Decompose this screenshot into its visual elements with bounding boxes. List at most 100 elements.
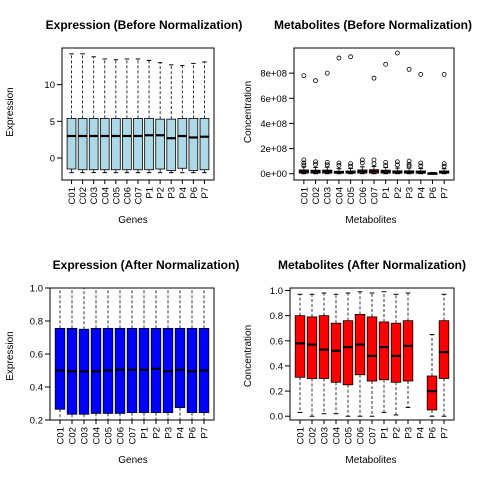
box — [438, 320, 450, 379]
x-tick-label: C02 — [68, 427, 79, 444]
y-tick-label: 8e+08 — [260, 69, 287, 80]
x-tick-label: C06 — [116, 427, 127, 444]
y-tick-label: 0.4 — [270, 361, 283, 372]
y-axis-label: Concentration — [243, 81, 254, 143]
outlier-point — [313, 161, 318, 167]
outlier-point — [441, 163, 447, 169]
y-tick-label: 0.8 — [30, 317, 43, 328]
x-tick-label: P3 — [404, 427, 415, 439]
x-tick-label: P2 — [152, 427, 163, 439]
y-tick-label: 1.0 — [30, 284, 43, 295]
y-tick-label: 0.0 — [270, 412, 283, 423]
outlier-point — [359, 160, 365, 166]
x-tick-label: P2 — [393, 187, 404, 199]
y-tick-label: 0.8 — [270, 311, 283, 322]
box — [114, 328, 126, 414]
x-axis-label: Metabolites — [345, 455, 396, 466]
plot-area: 0e+00 2e+08 4e+08 6e+08 8e+08 C01 C02 C03 C04 C05… — [260, 47, 455, 204]
outlier-point — [324, 159, 330, 165]
x-tick-label: C03 — [80, 427, 91, 444]
box — [133, 118, 143, 171]
y-axis-label: Expression — [5, 331, 16, 380]
x-tick-label: P1 — [140, 427, 151, 439]
x-tick-label: P1 — [145, 187, 156, 199]
x-tick-label: P7 — [200, 187, 211, 199]
x-tick-label: P2 — [156, 187, 167, 199]
box — [390, 322, 402, 383]
x-tick-label: C07 — [134, 187, 145, 204]
box — [188, 118, 199, 171]
x-tick-label: C06 — [358, 187, 369, 204]
panel-metabolites-after: Metabolites (After Normalization) Metabo… — [243, 258, 466, 466]
x-tick-label: P7 — [440, 427, 451, 439]
x-tick-label: C05 — [111, 187, 122, 204]
box — [122, 118, 132, 171]
x-tick-label: C04 — [100, 187, 111, 204]
x-tick-label: C05 — [346, 187, 357, 204]
box — [174, 328, 186, 409]
plot-area: 0 5 10 C01 C02 C03 C04 C05 C06 C07 P1 P2 P3 P4 P6 P7 — [44, 47, 215, 204]
box — [306, 316, 318, 379]
x-tick-label: P3 — [167, 187, 178, 199]
outlier-point — [383, 163, 389, 168]
chart-title: Expression (After Normalization) — [53, 258, 240, 272]
outlier-point — [301, 160, 307, 166]
y-tick-label: 4e+08 — [260, 119, 287, 130]
panel-expression-before: Expression (Before Normalization) Genes … — [5, 18, 242, 226]
y-axis-label: Concentration — [243, 325, 254, 387]
box — [199, 118, 210, 171]
outlier-point — [406, 158, 412, 164]
x-tick-label: C02 — [308, 427, 319, 444]
y-tick-label: 0.4 — [30, 383, 43, 394]
outlier-point — [441, 161, 447, 167]
outlier-point — [301, 163, 307, 168]
x-tick-label: P4 — [178, 187, 189, 199]
outlier-point — [313, 159, 318, 165]
y-tick-label: 10 — [44, 80, 55, 91]
outlier-point — [348, 54, 354, 60]
box — [330, 322, 342, 383]
box — [318, 315, 330, 379]
outlier-point — [406, 163, 412, 169]
box — [99, 118, 110, 171]
x-tick-label: P6 — [428, 427, 439, 439]
box — [88, 118, 99, 171]
box — [66, 118, 77, 170]
x-tick-label: C03 — [320, 427, 331, 444]
y-axis-label: Expression — [5, 87, 16, 136]
x-tick-label: C04 — [92, 427, 103, 444]
x-tick-label: P4 — [416, 427, 427, 439]
x-axis-label: Genes — [118, 215, 147, 226]
outlier-point — [418, 72, 424, 77]
outlier-point — [336, 163, 342, 168]
outlier-point — [336, 160, 342, 166]
outlier-point — [324, 70, 330, 76]
y-tick-label: 5 — [50, 117, 55, 128]
outlier-point — [383, 61, 389, 67]
y-tick-label: 0.2 — [270, 387, 283, 398]
outlier-point — [418, 163, 424, 169]
x-tick-label: C04 — [334, 187, 345, 204]
box — [77, 118, 88, 171]
outlier-point — [324, 162, 330, 168]
plot-area: 0.2 0.4 0.6 0.8 1.0 C01 C02 C03 C04 C05 C06 C07 P1 P2… — [30, 284, 215, 444]
x-tick-label: C03 — [323, 187, 334, 204]
outlier-point — [394, 162, 400, 168]
x-tick-label: C07 — [128, 427, 139, 444]
chart-title: Expression (Before Normalization) — [46, 18, 243, 32]
x-tick-label: P3 — [164, 427, 175, 439]
box — [177, 118, 188, 169]
outlier-point — [348, 161, 354, 167]
outlier-point — [313, 78, 318, 84]
box — [342, 320, 354, 386]
x-tick-label: C06 — [122, 187, 133, 204]
x-tick-label: P1 — [381, 187, 392, 199]
plot-frame — [293, 47, 455, 181]
box — [54, 328, 66, 410]
x-tick-label: C04 — [332, 427, 343, 444]
outlier-point — [371, 75, 377, 81]
x-axis-label: Genes — [118, 455, 147, 466]
chart-title: Metabolites (After Normalization) — [278, 258, 466, 272]
x-tick-label: C07 — [370, 187, 381, 204]
